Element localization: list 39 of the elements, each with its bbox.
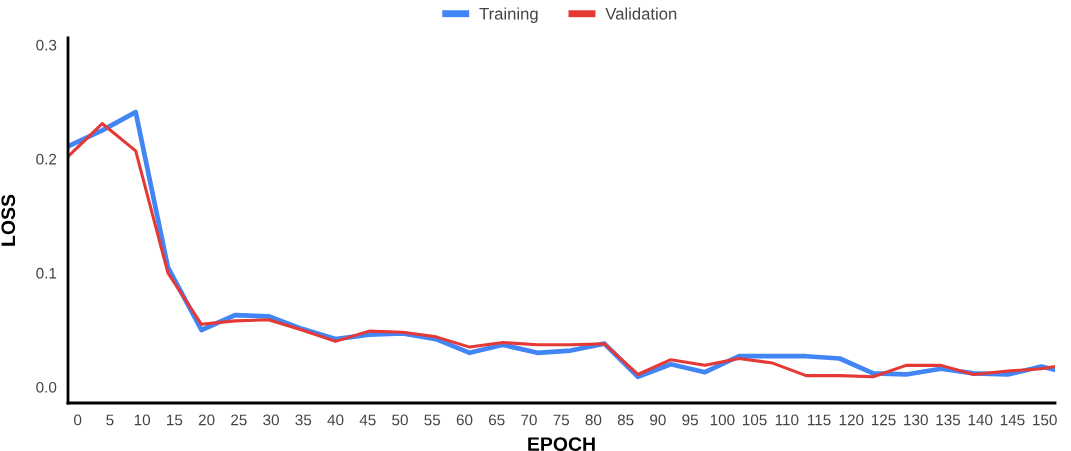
x-axis-title: EPOCH [528,437,595,451]
x-tick-label: 55 [424,414,441,426]
x-tick-label: 85 [617,414,634,426]
x-tick-label: 5 [106,414,114,426]
legend-label: Training [479,7,538,23]
x-tick-label: 150 [1033,414,1057,426]
x-tick-label: 105 [743,414,767,426]
y-tick-label: 0.1 [36,267,57,279]
y-tick-label: 0.2 [36,153,57,165]
x-tick-label: 10 [134,414,151,426]
x-tick-label: 70 [521,414,537,426]
y-axis-title: LOSS [1,194,16,246]
x-tick-label: 140 [968,414,993,426]
y-tick-label: 0.0 [36,381,57,393]
x-tick-label: 30 [263,414,279,426]
x-tick-label: 25 [231,414,247,426]
x-tick-label: 40 [327,414,344,426]
x-tick-label: 135 [936,414,961,426]
x-tick-label: 100 [710,414,735,426]
y-tick-label: 0.3 [36,39,57,51]
x-tick-label: 45 [359,414,376,426]
x-tick-label: 120 [839,414,864,426]
x-tick-label: 80 [585,414,602,426]
x-tick-label: 35 [295,414,312,426]
x-tick-label: 0 [74,414,82,426]
x-tick-label: 20 [198,414,215,426]
x-tick-label: 145 [1000,414,1025,426]
x-tick-label: 75 [553,414,570,426]
x-tick-label: 110 [775,414,799,426]
x-tick-label: 95 [682,414,698,426]
x-tick-label: 90 [650,414,666,426]
legend-label: Validation [605,7,677,20]
x-tick-label: 130 [904,414,928,426]
x-tick-label: 65 [488,414,505,426]
x-tick-label: 125 [871,414,896,426]
x-tick-label: 60 [456,414,473,426]
x-tick-label: 15 [167,414,183,426]
x-tick-label: 50 [392,414,408,426]
x-tick-label: 115 [808,414,831,426]
